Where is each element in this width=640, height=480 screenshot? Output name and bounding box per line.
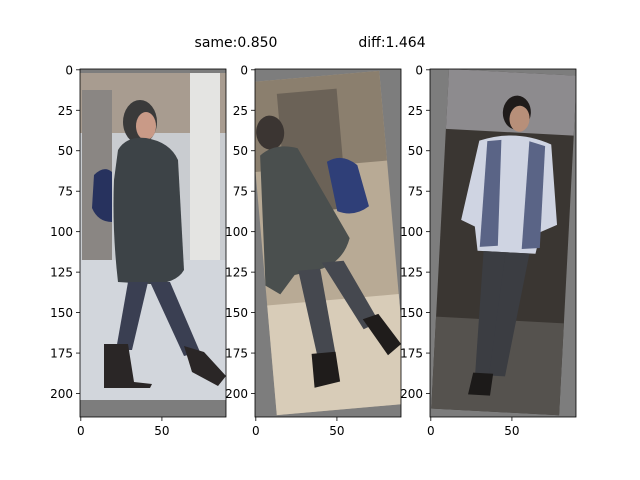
y-tick-label: 25 bbox=[58, 104, 73, 118]
y-tick-label: 125 bbox=[400, 266, 423, 280]
x-tick-label: 0 bbox=[252, 424, 260, 438]
y-tick-label: 150 bbox=[400, 306, 423, 320]
diff-score-title: diff:1.464 bbox=[358, 35, 425, 51]
y-tick-label: 175 bbox=[50, 347, 73, 361]
y-tick-label: 75 bbox=[408, 185, 423, 199]
x-tick-label: 50 bbox=[154, 424, 169, 438]
y-tick-label: 150 bbox=[225, 306, 248, 320]
y-tick-label: 125 bbox=[225, 266, 248, 280]
y-tick-label: 100 bbox=[50, 225, 73, 239]
x-tick-label: 50 bbox=[329, 424, 344, 438]
y-tick-label: 25 bbox=[233, 104, 248, 118]
y-tick-label: 50 bbox=[58, 144, 73, 158]
y-tick-label: 200 bbox=[400, 387, 423, 401]
y-tick-label: 125 bbox=[50, 266, 73, 280]
same-score-title: same:0.850 bbox=[195, 35, 278, 51]
panel-anchor bbox=[79, 68, 227, 418]
y-tick-label: 100 bbox=[400, 225, 423, 239]
y-tick-label: 200 bbox=[225, 387, 248, 401]
panel-negative bbox=[429, 68, 577, 418]
x-tick-label: 50 bbox=[504, 424, 519, 438]
axes-layer: 0 25 50 75 100 125 150 175 200 0 50 0 25 50 75 100 125 15… bbox=[50, 63, 519, 438]
x-tick-label: 0 bbox=[427, 424, 435, 438]
anchor-image bbox=[80, 69, 226, 417]
x-tick-label: 0 bbox=[77, 424, 85, 438]
negative-image bbox=[430, 69, 576, 417]
y-tick-label: 0 bbox=[240, 63, 248, 77]
positive-image bbox=[255, 69, 401, 417]
y-tick-label: 25 bbox=[408, 104, 423, 118]
y-tick-label: 175 bbox=[400, 347, 423, 361]
y-tick-label: 50 bbox=[233, 144, 248, 158]
y-tick-label: 175 bbox=[225, 347, 248, 361]
y-tick-label: 75 bbox=[58, 185, 73, 199]
y-tick-label: 75 bbox=[233, 185, 248, 199]
y-tick-label: 100 bbox=[225, 225, 248, 239]
panel-positive bbox=[254, 68, 402, 418]
y-tick-label: 0 bbox=[415, 63, 423, 77]
y-tick-label: 200 bbox=[50, 387, 73, 401]
y-tick-label: 0 bbox=[65, 63, 73, 77]
y-tick-label: 50 bbox=[408, 144, 423, 158]
y-tick-label: 150 bbox=[50, 306, 73, 320]
